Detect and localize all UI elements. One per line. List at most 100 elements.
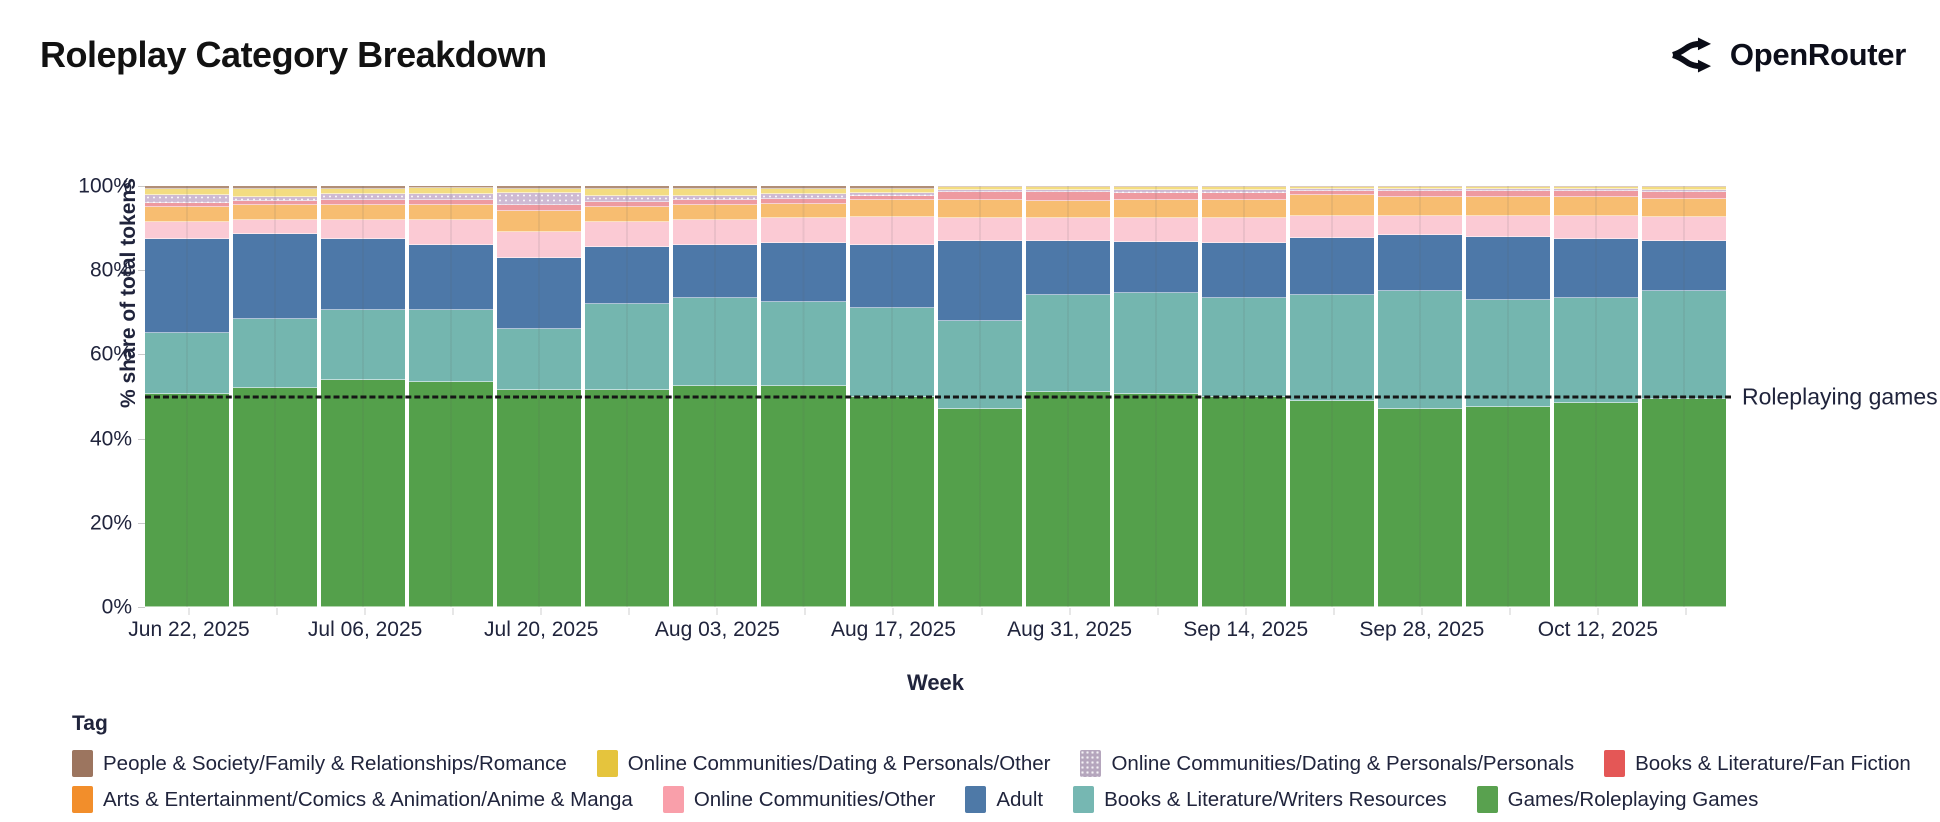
bar-segment-adult[interactable] bbox=[233, 234, 318, 319]
bar-segment-dating_other[interactable] bbox=[233, 189, 318, 197]
bar-segment-oc_other[interactable] bbox=[1289, 215, 1374, 238]
bar-segment-anime[interactable] bbox=[761, 203, 846, 219]
bar-segment-anime[interactable] bbox=[1554, 197, 1639, 217]
legend-item-fanfic[interactable]: Books & Literature/Fan Fiction bbox=[1604, 750, 1911, 777]
bar-segment-adult[interactable] bbox=[145, 238, 230, 334]
bar-segment-anime[interactable] bbox=[1201, 199, 1286, 218]
bar-segment-writers[interactable] bbox=[409, 310, 494, 382]
bar-segment-dating_other[interactable] bbox=[497, 188, 582, 193]
bar-segment-oc_other[interactable] bbox=[1554, 216, 1639, 239]
bar-segment-personals[interactable] bbox=[1642, 190, 1727, 192]
legend-item-dating_other[interactable]: Online Communities/Dating & Personals/Ot… bbox=[596, 750, 1050, 777]
bar-segment-anime[interactable] bbox=[1025, 200, 1110, 219]
bar-segment-romance[interactable] bbox=[497, 186, 582, 189]
bar-segment-personals[interactable] bbox=[233, 196, 318, 201]
bar-segment-dating_other[interactable] bbox=[321, 189, 406, 195]
bar-segment-dating_other[interactable] bbox=[1025, 187, 1110, 191]
bar-segment-dating_other[interactable] bbox=[761, 189, 846, 195]
bar-segment-romance[interactable] bbox=[585, 186, 670, 190]
bar-segment-dating_other[interactable] bbox=[849, 188, 934, 193]
bar-week[interactable] bbox=[673, 186, 758, 607]
bar-segment-romance[interactable] bbox=[849, 186, 934, 189]
bar-segment-writers[interactable] bbox=[937, 320, 1022, 410]
bar-segment-anime[interactable] bbox=[145, 207, 230, 222]
bar-segment-adult[interactable] bbox=[497, 257, 582, 330]
bar-segment-adult[interactable] bbox=[585, 247, 670, 304]
bar-segment-fanfic[interactable] bbox=[409, 199, 494, 205]
bar-segment-writers[interactable] bbox=[1642, 291, 1727, 399]
bar-segment-rpg[interactable] bbox=[761, 385, 846, 607]
bar-segment-oc_other[interactable] bbox=[761, 218, 846, 243]
bar-segment-dating_other[interactable] bbox=[145, 189, 230, 196]
bar-segment-personals[interactable] bbox=[409, 193, 494, 200]
bar-segment-rpg[interactable] bbox=[1642, 398, 1727, 607]
bar-segment-writers[interactable] bbox=[1465, 299, 1550, 408]
bar-segment-writers[interactable] bbox=[145, 333, 230, 395]
bar-segment-oc_other[interactable] bbox=[1113, 217, 1198, 243]
bar-segment-fanfic[interactable] bbox=[849, 196, 934, 201]
bar-segment-writers[interactable] bbox=[673, 297, 758, 386]
legend-item-personals[interactable]: Online Communities/Dating & Personals/Pe… bbox=[1080, 750, 1574, 777]
bar-segment-anime[interactable] bbox=[321, 204, 406, 220]
bar-segment-writers[interactable] bbox=[849, 308, 934, 397]
bar-segment-anime[interactable] bbox=[849, 200, 934, 217]
bar-segment-personals[interactable] bbox=[1554, 189, 1639, 192]
bar-segment-dating_other[interactable] bbox=[585, 189, 670, 197]
bar-segment-dating_other[interactable] bbox=[673, 189, 758, 197]
legend-item-adult[interactable]: Adult bbox=[965, 786, 1043, 813]
bar-segment-personals[interactable] bbox=[497, 192, 582, 205]
bar-segment-fanfic[interactable] bbox=[1201, 192, 1286, 200]
bar-segment-oc_other[interactable] bbox=[937, 218, 1022, 241]
bar-segment-personals[interactable] bbox=[1201, 190, 1286, 193]
bar-segment-adult[interactable] bbox=[1642, 240, 1727, 292]
bar-segment-fanfic[interactable] bbox=[937, 191, 1022, 200]
bar-segment-oc_other[interactable] bbox=[409, 219, 494, 245]
bar-segment-personals[interactable] bbox=[1377, 189, 1462, 192]
bar-segment-adult[interactable] bbox=[1377, 234, 1462, 292]
bar-segment-fanfic[interactable] bbox=[1642, 191, 1727, 199]
bar-segment-oc_other[interactable] bbox=[673, 219, 758, 245]
bar-week[interactable] bbox=[145, 186, 230, 607]
bar-segment-adult[interactable] bbox=[673, 244, 758, 298]
bar-segment-anime[interactable] bbox=[409, 204, 494, 220]
bar-segment-personals[interactable] bbox=[937, 190, 1022, 192]
bar-segment-personals[interactable] bbox=[1289, 189, 1374, 192]
bar-segment-romance[interactable] bbox=[1554, 186, 1639, 187]
bar-segment-oc_other[interactable] bbox=[1201, 217, 1286, 243]
bar-segment-dating_other[interactable] bbox=[1289, 187, 1374, 190]
bar-segment-personals[interactable] bbox=[145, 195, 230, 203]
bar-segment-rpg[interactable] bbox=[497, 390, 582, 607]
bar-segment-oc_other[interactable] bbox=[1025, 218, 1110, 241]
bar-segment-romance[interactable] bbox=[673, 186, 758, 190]
bar-segment-anime[interactable] bbox=[497, 211, 582, 233]
bar-segment-rpg[interactable] bbox=[1465, 407, 1550, 607]
bar-segment-romance[interactable] bbox=[1377, 186, 1462, 187]
bar-segment-adult[interactable] bbox=[321, 238, 406, 311]
bar-segment-fanfic[interactable] bbox=[145, 202, 230, 208]
bar-segment-romance[interactable] bbox=[1201, 186, 1286, 188]
bar-segment-dating_other[interactable] bbox=[409, 188, 494, 194]
bar-segment-rpg[interactable] bbox=[673, 385, 758, 607]
bar-segment-anime[interactable] bbox=[585, 207, 670, 222]
bar-segment-adult[interactable] bbox=[1465, 236, 1550, 300]
bar-segment-personals[interactable] bbox=[673, 196, 758, 200]
bar-segment-personals[interactable] bbox=[1465, 189, 1550, 192]
bar-segment-personals[interactable] bbox=[761, 194, 846, 199]
bar-week[interactable] bbox=[761, 186, 846, 607]
bar-segment-anime[interactable] bbox=[1642, 198, 1727, 218]
bar-segment-oc_other[interactable] bbox=[585, 221, 670, 248]
bar-segment-oc_other[interactable] bbox=[849, 216, 934, 245]
bar-segment-oc_other[interactable] bbox=[233, 219, 318, 235]
bar-segment-rpg[interactable] bbox=[585, 390, 670, 607]
bar-segment-oc_other[interactable] bbox=[497, 232, 582, 258]
bar-segment-romance[interactable] bbox=[1289, 186, 1374, 188]
bar-segment-adult[interactable] bbox=[1201, 242, 1286, 298]
bar-segment-fanfic[interactable] bbox=[233, 200, 318, 205]
bar-segment-rpg[interactable] bbox=[233, 388, 318, 607]
bar-segment-anime[interactable] bbox=[233, 204, 318, 220]
bar-segment-personals[interactable] bbox=[1025, 190, 1110, 193]
bar-segment-personals[interactable] bbox=[849, 192, 934, 197]
legend-item-romance[interactable]: People & Society/Family & Relationships/… bbox=[72, 750, 567, 777]
bar-segment-dating_other[interactable] bbox=[1465, 187, 1550, 190]
bar-segment-oc_other[interactable] bbox=[145, 221, 230, 239]
